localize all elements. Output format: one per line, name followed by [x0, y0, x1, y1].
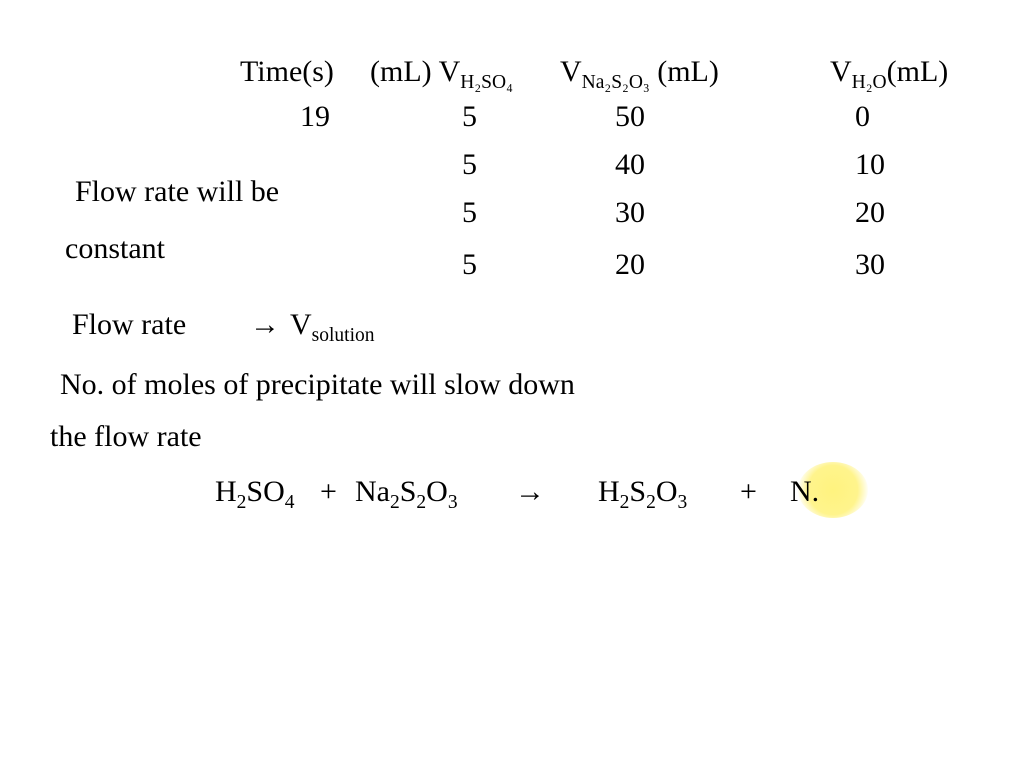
eq-plus2: +: [740, 475, 757, 509]
note-line2: constant: [65, 232, 165, 266]
header-time: Time(s): [240, 55, 334, 89]
eq-rhs2: N.: [790, 475, 819, 509]
note-line5: the flow rate: [50, 420, 202, 454]
cell-na2s2o3-row2: 30: [615, 196, 645, 230]
eq-arrow: →: [515, 475, 545, 509]
cell-h2so4-row0: 5: [462, 100, 477, 134]
eq-lhs2: Na2S2O3: [355, 475, 458, 514]
header-h2o: VH₂O(mL): [830, 55, 948, 94]
cell-h2o-row2: 20: [855, 196, 885, 230]
cell-h2so4-row3: 5: [462, 248, 477, 282]
note-line3a: Flow rate: [72, 308, 186, 342]
header-h2so4: (mL) VH₂SO₄: [370, 55, 513, 94]
eq-rhs1: H2S2O3: [598, 475, 687, 514]
cell-h2so4-row1: 5: [462, 148, 477, 182]
cell-h2so4-row2: 5: [462, 196, 477, 230]
note-line3-arrow: →: [250, 308, 280, 342]
note-line4: No. of moles of precipitate will slow do…: [60, 368, 575, 402]
cell-na2s2o3-row1: 40: [615, 148, 645, 182]
note-line3b: Vsolution: [290, 308, 375, 347]
eq-plus1: +: [320, 475, 337, 509]
cell-na2s2o3-row0: 50: [615, 100, 645, 134]
note-line1: Flow rate will be: [75, 175, 279, 209]
cell-time-row0: 19: [300, 100, 330, 134]
header-na2s2o3: VNa₂S₂O₃ (mL): [560, 55, 719, 94]
eq-lhs1: H2SO4: [215, 475, 295, 514]
cell-h2o-row1: 10: [855, 148, 885, 182]
cell-h2o-row3: 30: [855, 248, 885, 282]
cell-h2o-row0: 0: [855, 100, 870, 134]
cell-na2s2o3-row3: 20: [615, 248, 645, 282]
